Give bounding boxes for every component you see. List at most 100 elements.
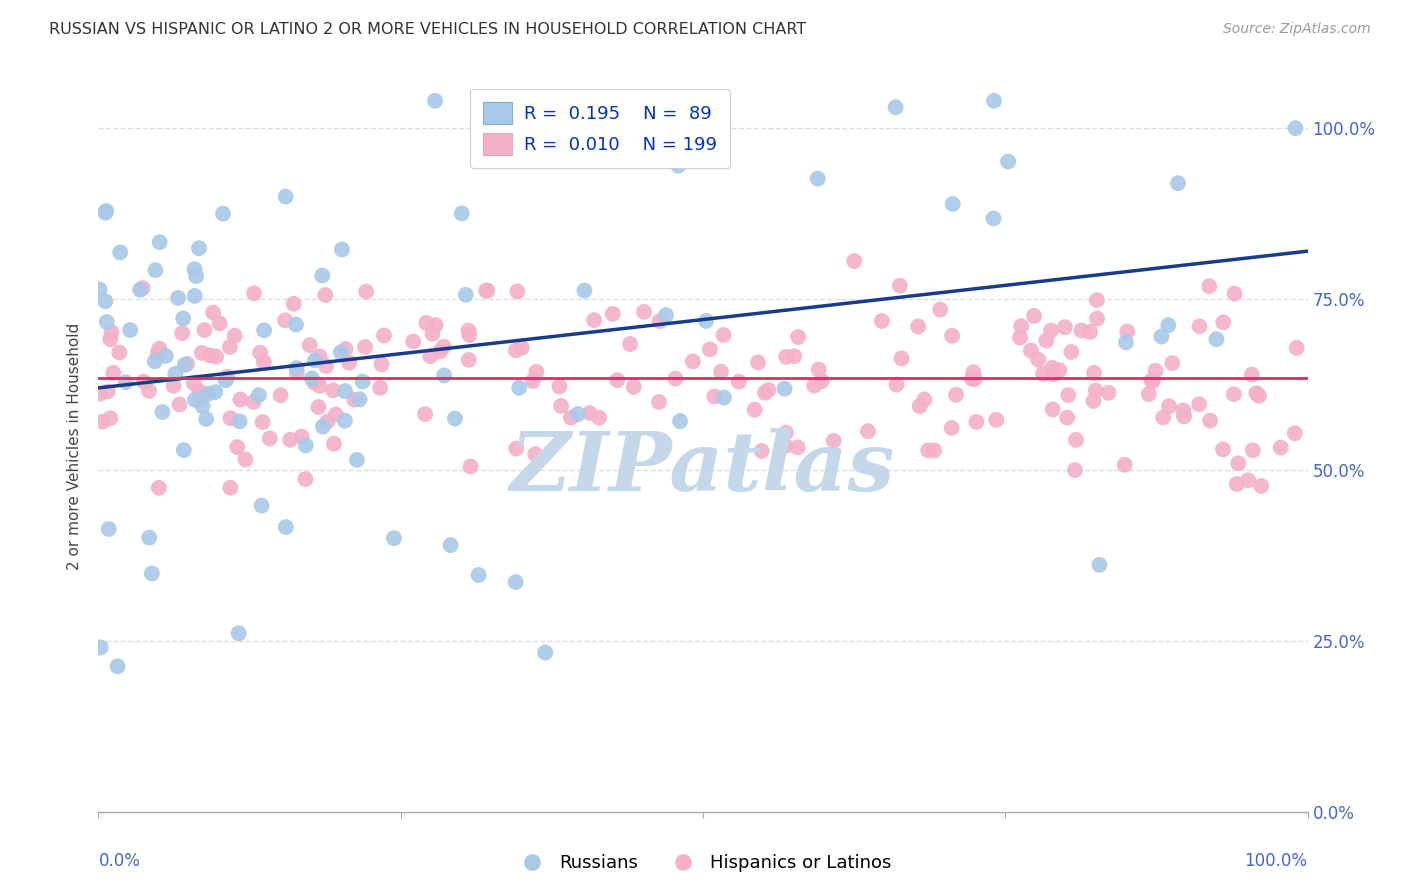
Point [162, 378, 184, 392]
Point [1241, 443, 1264, 458]
Point [291, 429, 314, 443]
Point [1250, 479, 1272, 493]
Point [96, 384, 118, 399]
Point [922, 443, 945, 458]
Point [637, 94, 659, 108]
Point [1083, 394, 1105, 409]
Point [149, 235, 172, 250]
Point [1285, 341, 1308, 355]
Point [886, 377, 908, 392]
Point [775, 439, 797, 453]
Point [983, 211, 1005, 226]
Point [548, 379, 571, 393]
Point [183, 376, 205, 391]
Point [330, 243, 353, 257]
Point [1246, 386, 1268, 401]
Point [907, 319, 929, 334]
Point [335, 342, 357, 356]
Point [754, 385, 776, 400]
Point [1199, 413, 1222, 427]
Point [1116, 325, 1139, 339]
Point [1212, 315, 1234, 329]
Point [433, 368, 456, 383]
Point [285, 361, 308, 376]
Point [433, 340, 456, 354]
Point [294, 472, 316, 486]
Point [1040, 360, 1063, 375]
Point [648, 314, 671, 328]
Point [322, 384, 344, 398]
Point [143, 354, 166, 368]
Point [1115, 335, 1137, 350]
Point [346, 453, 368, 467]
Point [1114, 458, 1136, 472]
Point [314, 288, 336, 302]
Point [1053, 320, 1076, 334]
Point [228, 414, 250, 428]
Point [96, 315, 118, 329]
Point [146, 346, 169, 360]
Point [349, 392, 371, 407]
Point [574, 284, 596, 298]
Point [1157, 318, 1180, 333]
Point [247, 388, 270, 402]
Point [550, 399, 572, 413]
Point [1284, 426, 1306, 441]
Point [1270, 441, 1292, 455]
Point [423, 94, 446, 108]
Point [190, 390, 212, 404]
Point [457, 323, 479, 337]
Point [278, 433, 301, 447]
Point [1039, 324, 1062, 338]
Point [333, 414, 356, 428]
Point [283, 297, 305, 311]
Point [1042, 402, 1064, 417]
Point [623, 380, 645, 394]
Point [184, 392, 207, 407]
Point [1085, 293, 1108, 307]
Point [475, 284, 498, 298]
Point [508, 381, 530, 395]
Point [352, 375, 374, 389]
Point [183, 262, 205, 277]
Point [963, 372, 986, 386]
Point [522, 374, 544, 388]
Point [370, 357, 392, 371]
Point [108, 245, 131, 260]
Point [183, 289, 205, 303]
Point [844, 254, 866, 268]
Point [648, 395, 671, 409]
Point [1137, 387, 1160, 401]
Point [96, 203, 118, 218]
Point [1042, 368, 1064, 382]
Point [1157, 399, 1180, 413]
Point [713, 391, 735, 405]
Point [316, 415, 339, 429]
Point [1097, 385, 1119, 400]
Point [1212, 442, 1234, 457]
Point [703, 389, 725, 403]
Point [1008, 330, 1031, 344]
Point [505, 575, 527, 590]
Point [191, 399, 214, 413]
Text: 100.0%: 100.0% [1244, 852, 1308, 870]
Point [219, 411, 242, 425]
Point [1142, 374, 1164, 388]
Point [169, 397, 191, 411]
Point [1078, 325, 1101, 339]
Point [233, 452, 256, 467]
Point [205, 350, 228, 364]
Point [343, 392, 366, 407]
Point [823, 434, 845, 448]
Point [197, 386, 219, 401]
Point [270, 388, 292, 402]
Point [747, 355, 769, 369]
Point [962, 365, 984, 379]
Point [354, 340, 377, 354]
Point [249, 345, 271, 359]
Point [682, 354, 704, 368]
Point [98, 411, 121, 425]
Point [560, 410, 582, 425]
Point [131, 281, 153, 295]
Point [204, 385, 226, 400]
